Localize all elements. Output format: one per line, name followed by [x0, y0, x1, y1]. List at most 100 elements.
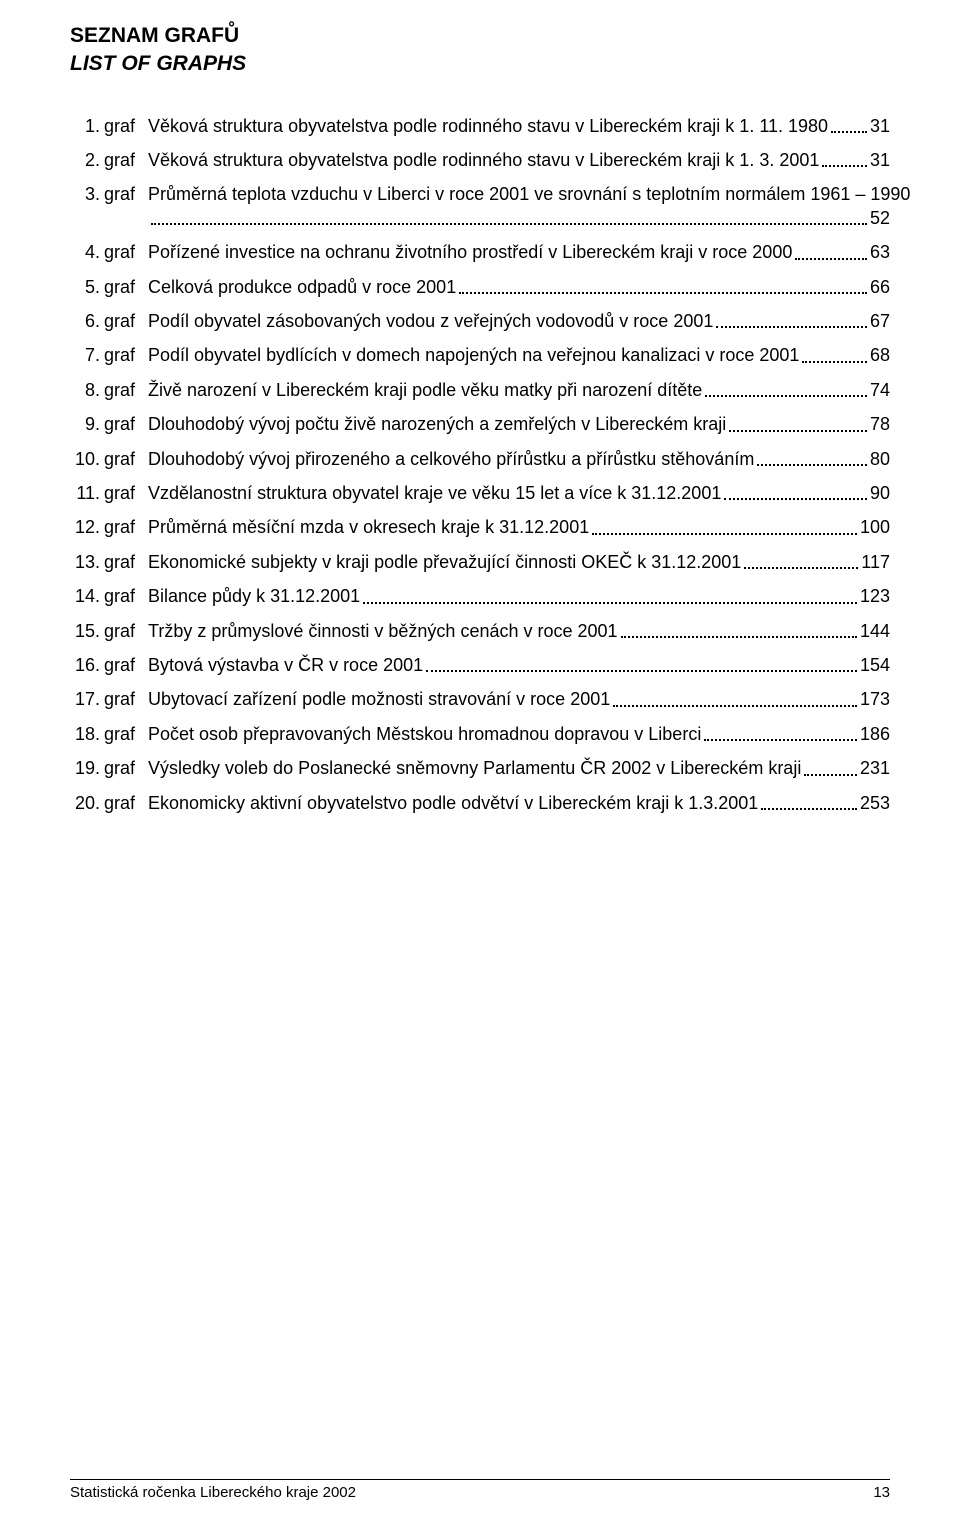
- leader-dots: [802, 360, 867, 363]
- list-item: 1.grafVěková struktura obyvatelstva podl…: [70, 115, 890, 138]
- entry-title: Počet osob přepravovaných Městskou hroma…: [148, 723, 701, 746]
- entry-title: Věková struktura obyvatelstva podle rodi…: [148, 149, 819, 172]
- list-item-line: 52: [70, 207, 890, 230]
- entry-page-number: 186: [860, 723, 890, 746]
- list-item-line: 18.grafPočet osob přepravovaných Městsko…: [70, 723, 890, 746]
- list-item: 5.grafCelková produkce odpadů v roce 200…: [70, 276, 890, 299]
- entry-prefix: graf: [104, 551, 148, 574]
- leader-dots: [831, 130, 867, 133]
- entry-number: 11.: [70, 482, 100, 505]
- entry-number: 1.: [70, 115, 100, 138]
- leader-dots: [704, 738, 857, 741]
- leader-dots: [705, 394, 867, 397]
- entry-title: Tržby z průmyslové činnosti v běžných ce…: [148, 620, 618, 643]
- entry-page-number: 144: [860, 620, 890, 643]
- entry-prefix: graf: [104, 149, 148, 172]
- list-item-line: 5.grafCelková produkce odpadů v roce 200…: [70, 276, 890, 299]
- list-item-line: 4.grafPořízené investice na ochranu živo…: [70, 241, 890, 264]
- entry-number: 8.: [70, 379, 100, 402]
- entry-prefix: graf: [104, 757, 148, 780]
- entry-page-number: 74: [870, 379, 890, 402]
- leader-dots: [744, 566, 858, 569]
- heading-en: LIST OF GRAPHS: [70, 50, 890, 78]
- list-item-line: 16.grafBytová výstavba v ČR v roce 2001 1…: [70, 654, 890, 677]
- entry-title: Věková struktura obyvatelstva podle rodi…: [148, 115, 828, 138]
- list-item-line: 6.grafPodíl obyvatel zásobovaných vodou …: [70, 310, 890, 333]
- list-item: 2.grafVěková struktura obyvatelstva podl…: [70, 149, 890, 172]
- entry-number: 20.: [70, 792, 100, 815]
- entry-number: 10.: [70, 448, 100, 471]
- leader-dots: [795, 257, 867, 260]
- entry-prefix: graf: [104, 654, 148, 677]
- list-item: 16.grafBytová výstavba v ČR v roce 2001 1…: [70, 654, 890, 677]
- entry-page-number: 31: [870, 149, 890, 172]
- entry-page-number: 90: [870, 482, 890, 505]
- entry-prefix: graf: [104, 620, 148, 643]
- list-item: 9.grafDlouhodobý vývoj počtu živě naroze…: [70, 413, 890, 436]
- list-item: 18.grafPočet osob přepravovaných Městsko…: [70, 723, 890, 746]
- list-item: 4.grafPořízené investice na ochranu živo…: [70, 241, 890, 264]
- entry-number: 6.: [70, 310, 100, 333]
- list-item: 8.grafŽivě narození v Libereckém kraji p…: [70, 379, 890, 402]
- entry-prefix: graf: [104, 115, 148, 138]
- list-item-line: 7.grafPodíl obyvatel bydlících v domech …: [70, 344, 890, 367]
- entry-page-number: 253: [860, 792, 890, 815]
- entry-prefix: graf: [104, 276, 148, 299]
- page-container: SEZNAM GRAFŮ LIST OF GRAPHS 1.grafVěková…: [0, 0, 960, 1527]
- entry-number: 4.: [70, 241, 100, 264]
- entry-title: Bytová výstavba v ČR v roce 2001: [148, 654, 423, 677]
- list-item-line: 15.grafTržby z průmyslové činnosti v běž…: [70, 620, 890, 643]
- entry-title: Výsledky voleb do Poslanecké sněmovny Pa…: [148, 757, 801, 780]
- page-footer: Statistická ročenka Libereckého kraje 20…: [70, 1479, 890, 1501]
- leader-dots: [363, 601, 857, 604]
- leader-dots: [592, 532, 857, 535]
- heading-cs: SEZNAM GRAFŮ: [70, 22, 890, 50]
- entry-page-number: 123: [860, 585, 890, 608]
- entry-page-number: 31: [870, 115, 890, 138]
- entry-number: 16.: [70, 654, 100, 677]
- entry-prefix: graf: [104, 183, 148, 206]
- entry-title: Ekonomické subjekty v kraji podle převaž…: [148, 551, 741, 574]
- entry-number: 18.: [70, 723, 100, 746]
- entry-number: 14.: [70, 585, 100, 608]
- entry-title: Dlouhodobý vývoj přirozeného a celkového…: [148, 448, 754, 471]
- entry-number: 19.: [70, 757, 100, 780]
- entry-prefix: graf: [104, 379, 148, 402]
- list-item-line: 19.grafVýsledky voleb do Poslanecké sněm…: [70, 757, 890, 780]
- entry-title: Celková produkce odpadů v roce 2001: [148, 276, 456, 299]
- list-item-line: 17.grafUbytovací zařízení podle možnosti…: [70, 688, 890, 711]
- leader-dots: [621, 635, 857, 638]
- entry-number: 3.: [70, 183, 100, 206]
- entry-title: Ekonomicky aktivní obyvatelstvo podle od…: [148, 792, 758, 815]
- entry-number: 17.: [70, 688, 100, 711]
- list-item: 19.grafVýsledky voleb do Poslanecké sněm…: [70, 757, 890, 780]
- entry-number: 5.: [70, 276, 100, 299]
- list-item-line: 8.grafŽivě narození v Libereckém kraji p…: [70, 379, 890, 402]
- entry-prefix: graf: [104, 792, 148, 815]
- list-item: 6.grafPodíl obyvatel zásobovaných vodou …: [70, 310, 890, 333]
- entry-page-number: 231: [860, 757, 890, 780]
- entry-number: 13.: [70, 551, 100, 574]
- leader-dots: [426, 669, 857, 672]
- list-item-line: 1.grafVěková struktura obyvatelstva podl…: [70, 115, 890, 138]
- entry-number: 7.: [70, 344, 100, 367]
- entry-page-number: 63: [870, 241, 890, 264]
- leader-dots: [459, 291, 867, 294]
- entry-prefix: graf: [104, 241, 148, 264]
- entry-page-number: 154: [860, 654, 890, 677]
- entry-prefix: graf: [104, 344, 148, 367]
- entry-page-number: 80: [870, 448, 890, 471]
- list-item: 7.grafPodíl obyvatel bydlících v domech …: [70, 344, 890, 367]
- list-item-line: 2.grafVěková struktura obyvatelstva podl…: [70, 149, 890, 172]
- entry-number: 2.: [70, 149, 100, 172]
- list-item: 11.grafVzdělanostní struktura obyvatel k…: [70, 482, 890, 505]
- leader-dots: [761, 807, 857, 810]
- leader-dots: [757, 463, 867, 466]
- leader-dots: [822, 164, 867, 167]
- entry-prefix: graf: [104, 413, 148, 436]
- entry-title: Podíl obyvatel bydlících v domech napoje…: [148, 344, 799, 367]
- entry-page-number: 173: [860, 688, 890, 711]
- entry-title: Ubytovací zařízení podle možnosti stravo…: [148, 688, 610, 711]
- entry-page-number: 78: [870, 413, 890, 436]
- entry-page-number: 100: [860, 516, 890, 539]
